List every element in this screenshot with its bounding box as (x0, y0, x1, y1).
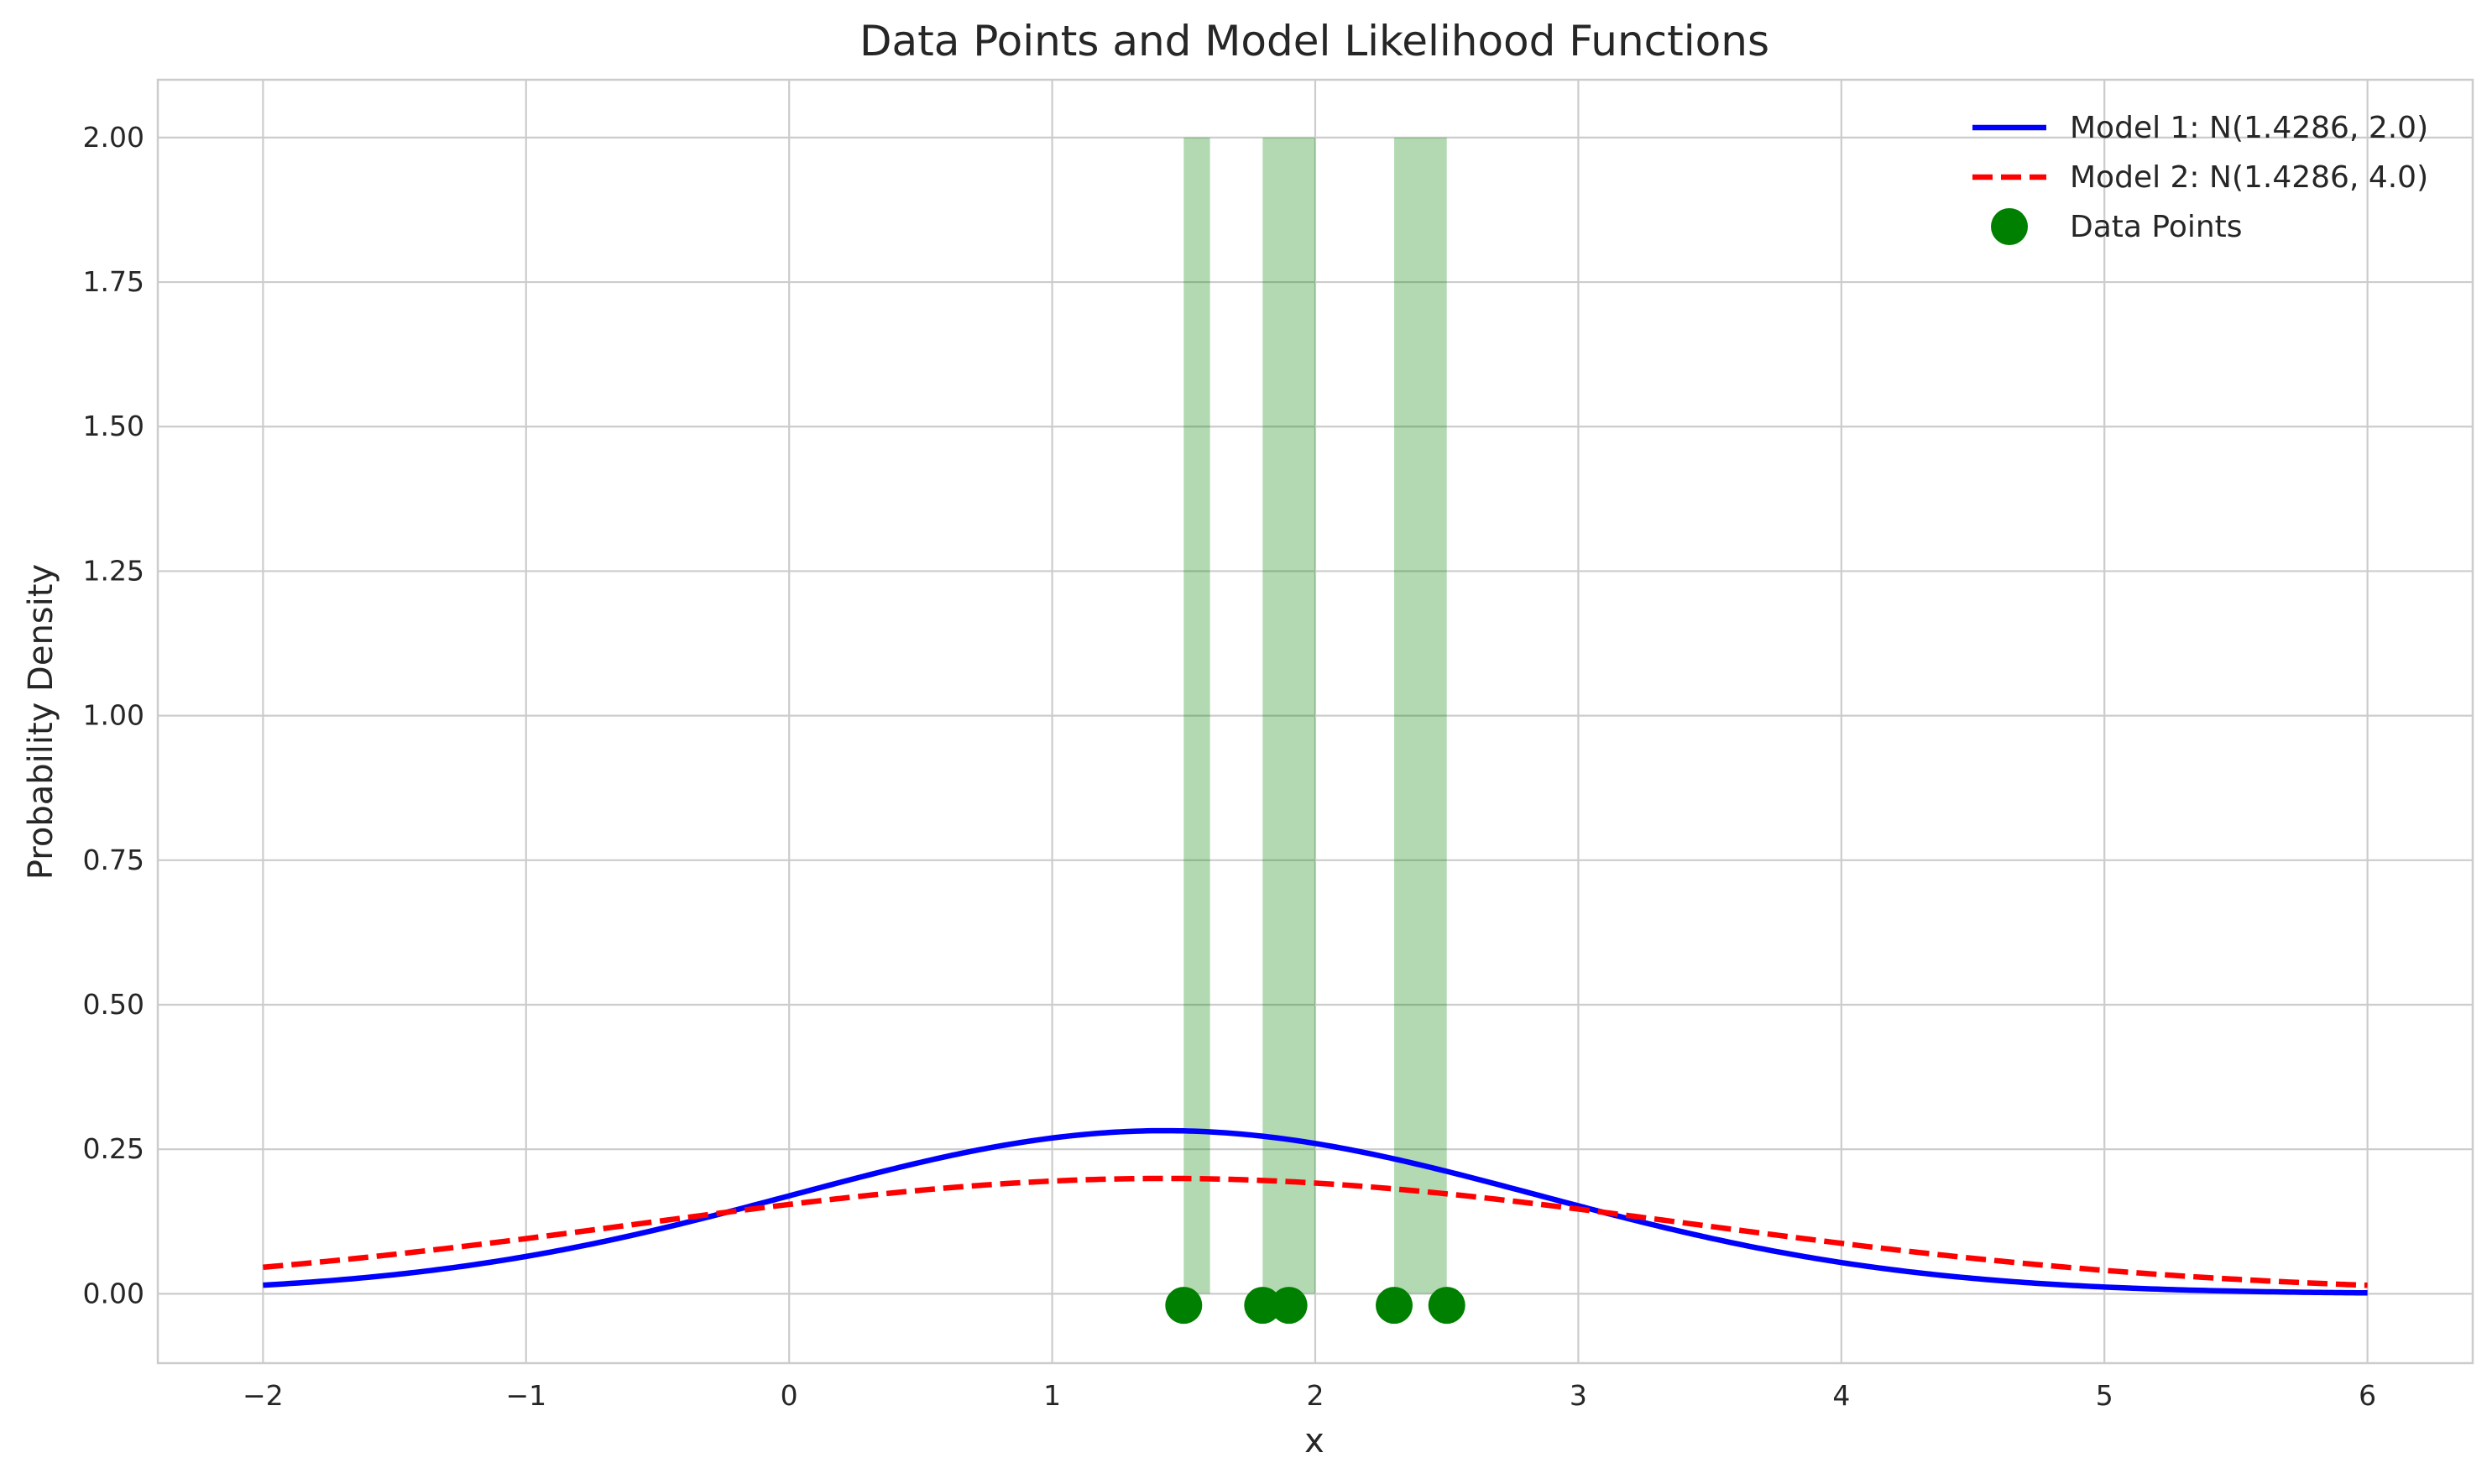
x-tick-label: −2 (243, 1379, 284, 1412)
x-tick-label: 2 (1307, 1379, 1324, 1412)
y-tick-label: 0.50 (83, 988, 144, 1021)
y-tick-label: 0.75 (83, 844, 144, 876)
histogram-bar (1183, 137, 1210, 1294)
x-tick-label: 5 (2096, 1379, 2113, 1412)
y-axis-label: Probability Density (22, 564, 60, 880)
data-point (1244, 1287, 1282, 1325)
x-tick-label: 4 (1832, 1379, 1850, 1412)
legend-label: Data Points (2070, 210, 2243, 244)
y-axis-ticks: 0.00 0.25 0.50 0.75 1.00 1.25 1.50 1.75 2.00 (83, 121, 144, 1309)
data-point (1270, 1287, 1308, 1325)
model-lines (263, 1127, 2368, 1296)
legend-label: Model 2: N(1.4286, 4.0) (2070, 160, 2428, 195)
y-tick-label: 2.00 (83, 121, 144, 154)
x-tick-label: 3 (1570, 1379, 1587, 1412)
plot-frame (156, 78, 2474, 1365)
x-tick-label: 0 (781, 1379, 798, 1412)
data-point (1428, 1287, 1465, 1325)
data-point (1165, 1287, 1203, 1325)
y-tick-label: 0.00 (83, 1277, 144, 1309)
legend-point-swatch (1991, 208, 2028, 245)
y-tick-label: 1.00 (83, 699, 144, 732)
y-tick-label: 1.25 (83, 554, 144, 587)
y-tick-label: 1.75 (83, 265, 144, 298)
x-tick-label: 6 (2359, 1379, 2376, 1412)
legend: Model 1: N(1.4286, 2.0) Model 2: N(1.4286… (1972, 111, 2428, 245)
y-tick-label: 1.50 (83, 410, 144, 442)
x-tick-label: −1 (505, 1379, 546, 1412)
x-axis-ticks: −2 −1 0 1 2 3 4 5 6 (243, 1379, 2376, 1412)
histogram-bars (1183, 137, 1447, 1294)
histogram-bar (1394, 137, 1447, 1294)
x-axis-label: x (1304, 1422, 1324, 1460)
data-point (1376, 1287, 1413, 1325)
x-tick-label: 1 (1043, 1379, 1061, 1412)
series-line (263, 1175, 2368, 1288)
chart-title: Data Points and Model Likelihood Functio… (859, 17, 1769, 65)
data-points (1165, 1287, 1465, 1325)
grid (158, 80, 2473, 1363)
plot-area (156, 78, 2474, 1365)
histogram-bar (1262, 137, 1315, 1294)
y-tick-label: 0.25 (83, 1132, 144, 1165)
legend-label: Model 1: N(1.4286, 2.0) (2070, 111, 2428, 145)
series-line (263, 1127, 2368, 1296)
